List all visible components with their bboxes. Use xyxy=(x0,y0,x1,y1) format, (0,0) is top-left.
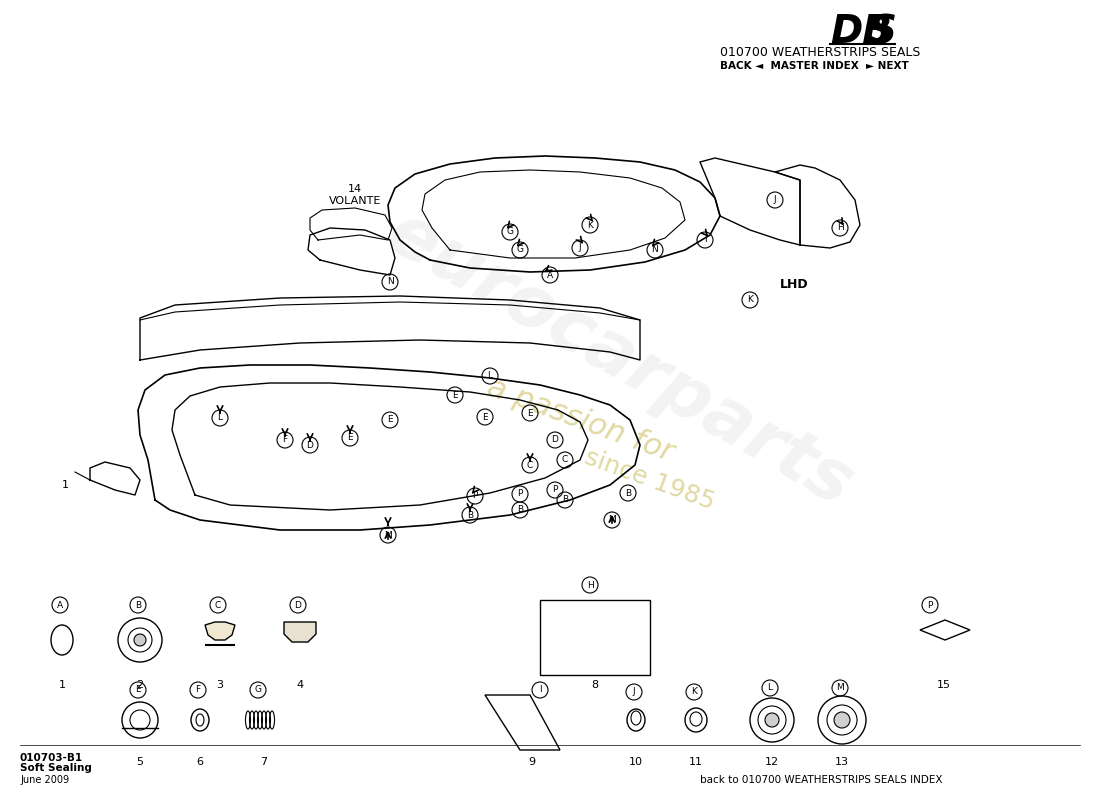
Text: K: K xyxy=(587,221,593,230)
Text: H: H xyxy=(586,581,593,590)
Text: N: N xyxy=(386,278,394,286)
Text: H: H xyxy=(837,223,844,233)
Text: back to 010700 WEATHERSTRIPS SEALS INDEX: back to 010700 WEATHERSTRIPS SEALS INDEX xyxy=(700,775,943,785)
Text: L: L xyxy=(768,683,772,693)
Text: a passion for: a passion for xyxy=(483,373,678,467)
Text: C: C xyxy=(214,601,221,610)
Polygon shape xyxy=(284,622,316,642)
Text: 1: 1 xyxy=(58,680,66,690)
Text: B: B xyxy=(135,601,141,610)
Text: L: L xyxy=(218,414,222,422)
Text: 15: 15 xyxy=(937,680,952,690)
Text: L: L xyxy=(487,371,493,381)
Text: 1: 1 xyxy=(62,480,68,490)
Text: B: B xyxy=(466,510,473,519)
Text: eurocarparts: eurocarparts xyxy=(375,198,866,522)
Text: 10: 10 xyxy=(629,757,644,767)
Text: since 1985: since 1985 xyxy=(582,446,718,514)
Text: J: J xyxy=(579,243,581,253)
Text: 9: 9 xyxy=(528,757,536,767)
Text: June 2009: June 2009 xyxy=(20,775,69,785)
Text: D: D xyxy=(551,435,559,445)
Text: 2: 2 xyxy=(136,680,144,690)
Text: 010703-B1: 010703-B1 xyxy=(20,753,84,763)
Text: P: P xyxy=(472,491,477,501)
Text: B: B xyxy=(517,506,524,514)
Text: E: E xyxy=(387,415,393,425)
Text: E: E xyxy=(482,413,487,422)
Text: B: B xyxy=(562,495,568,505)
Circle shape xyxy=(764,713,779,727)
Text: M: M xyxy=(384,530,392,539)
Text: S: S xyxy=(868,13,896,51)
Text: M: M xyxy=(608,515,616,525)
Text: 7: 7 xyxy=(261,757,267,767)
Text: M: M xyxy=(836,683,844,693)
Text: G: G xyxy=(254,686,262,694)
Polygon shape xyxy=(205,622,235,640)
Text: 6: 6 xyxy=(197,757,204,767)
Text: K: K xyxy=(747,295,752,305)
Text: N: N xyxy=(651,246,659,254)
Text: BACK ◄  MASTER INDEX  ► NEXT: BACK ◄ MASTER INDEX ► NEXT xyxy=(720,61,909,71)
Text: 010700 WEATHERSTRIPS SEALS: 010700 WEATHERSTRIPS SEALS xyxy=(720,46,921,58)
Text: Soft Sealing: Soft Sealing xyxy=(20,763,92,773)
Text: B: B xyxy=(625,489,631,498)
Text: G: G xyxy=(517,246,524,254)
Text: E: E xyxy=(452,390,458,399)
Text: G: G xyxy=(506,227,514,237)
Text: 11: 11 xyxy=(689,757,703,767)
Text: J: J xyxy=(773,195,777,205)
Text: I: I xyxy=(704,235,706,245)
Text: 4: 4 xyxy=(296,680,304,690)
Text: 3: 3 xyxy=(217,680,223,690)
Circle shape xyxy=(834,712,850,728)
Text: F: F xyxy=(196,686,200,694)
Text: A: A xyxy=(547,270,553,279)
Text: P: P xyxy=(517,490,522,498)
Text: E: E xyxy=(527,409,532,418)
Text: 14
VOLANTE: 14 VOLANTE xyxy=(329,184,382,206)
Text: F: F xyxy=(283,435,287,445)
Text: LHD: LHD xyxy=(780,278,808,291)
Text: 13: 13 xyxy=(835,757,849,767)
Text: D: D xyxy=(295,601,301,610)
Text: 12: 12 xyxy=(764,757,779,767)
Text: 5: 5 xyxy=(136,757,143,767)
Text: K: K xyxy=(691,687,697,697)
Text: DB: DB xyxy=(830,13,892,51)
Text: A: A xyxy=(57,601,63,610)
Text: C: C xyxy=(527,461,534,470)
Text: J: J xyxy=(632,687,636,697)
Text: I: I xyxy=(539,686,541,694)
Text: P: P xyxy=(927,601,933,610)
Text: E: E xyxy=(135,686,141,694)
Text: D: D xyxy=(307,441,314,450)
Circle shape xyxy=(134,634,146,646)
Text: 8: 8 xyxy=(592,680,598,690)
Text: E: E xyxy=(348,434,353,442)
Text: C: C xyxy=(562,455,568,465)
Text: P: P xyxy=(552,486,558,494)
